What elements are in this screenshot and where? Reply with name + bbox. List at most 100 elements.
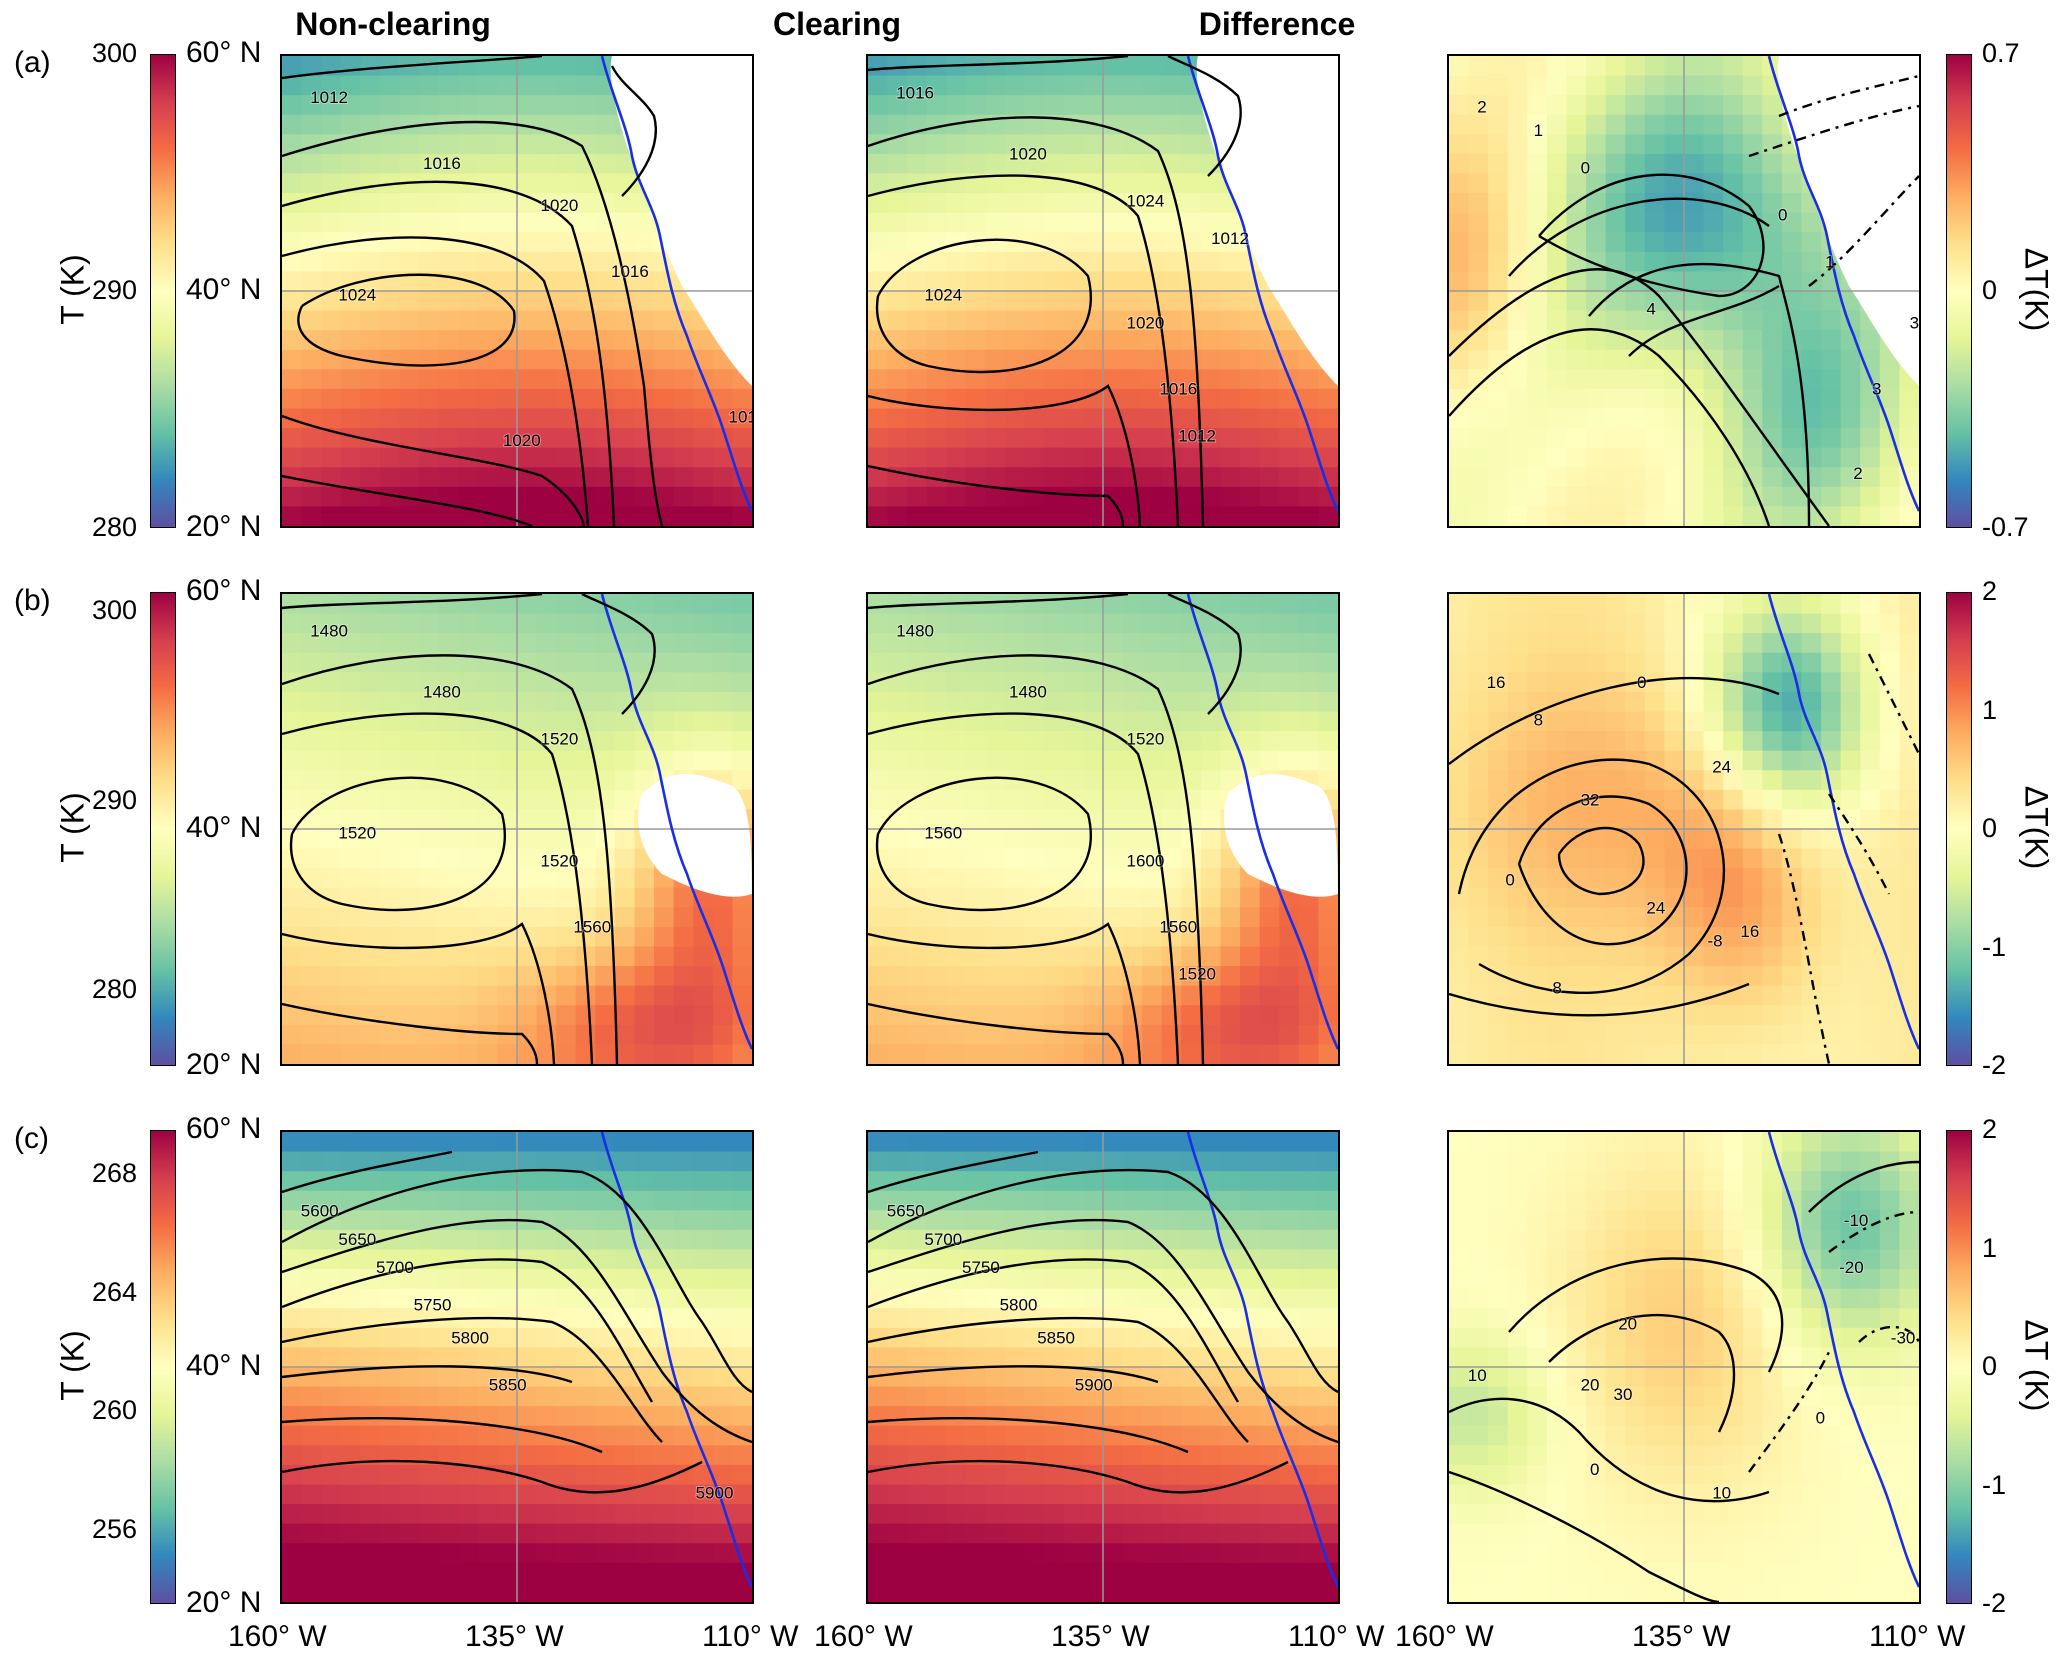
contour-label: 5750: [414, 1296, 452, 1315]
field-cell: [477, 1132, 499, 1153]
field-cell: [1318, 1044, 1338, 1064]
field-cell: [1664, 447, 1685, 469]
field-cell: [1200, 251, 1222, 273]
field-cell: [1860, 770, 1881, 791]
field-cell: [360, 291, 381, 312]
field-cell: [965, 926, 987, 948]
field-cell: [868, 1308, 889, 1329]
field-cell: [1566, 271, 1587, 292]
field-cell: [419, 926, 440, 948]
field-cell: [1122, 613, 1143, 634]
field-cell: [477, 613, 499, 634]
field-cell: [1644, 75, 1666, 96]
contour-label: 1480: [896, 621, 934, 640]
field-cell: [693, 1543, 714, 1564]
field-cell: [1161, 1347, 1183, 1368]
field-cell: [1527, 56, 1548, 77]
field-cell: [1200, 1327, 1222, 1349]
field-cell: [321, 153, 342, 175]
field-background: [868, 594, 1338, 1064]
field-cell: [1259, 1464, 1281, 1486]
field-cell: [1840, 652, 1862, 674]
field-cell: [1220, 310, 1241, 331]
field-cell: [340, 212, 362, 234]
field-cell: [907, 613, 928, 634]
field-cell: [575, 1406, 597, 1427]
field-cell: [868, 349, 889, 371]
field-cell: [1063, 966, 1085, 987]
field-cell: [614, 506, 636, 526]
field-cell: [1801, 388, 1822, 410]
field-cell: [595, 1229, 616, 1251]
field-cell: [1083, 1504, 1104, 1525]
field-cell: [1546, 349, 1568, 371]
field-cell: [477, 428, 499, 449]
field-cell: [282, 1210, 303, 1231]
field-cell: [1142, 369, 1163, 390]
field-cell: [1879, 652, 1901, 674]
field-cell: [379, 926, 401, 948]
field-cell: [1024, 946, 1046, 967]
field-cell: [673, 467, 695, 488]
field-cell: [321, 369, 342, 390]
field-cell: [379, 1249, 401, 1270]
field-cell: [926, 1171, 948, 1192]
field-cell: [1742, 1132, 1764, 1153]
contour-label: 1012: [310, 88, 348, 107]
field-cell: [321, 1484, 342, 1505]
field-cell: [732, 388, 752, 410]
field-cell: [1879, 1171, 1901, 1192]
field-cell: [1488, 1151, 1509, 1172]
field-cell: [1122, 486, 1143, 508]
field-cell: [1024, 1005, 1046, 1026]
field-cell: [301, 114, 322, 136]
field-cell: [634, 428, 655, 449]
field-cell: [1103, 134, 1124, 155]
field-cell: [1781, 711, 1803, 732]
field-cell: [1684, 887, 1705, 909]
field-cell: [1318, 1406, 1338, 1427]
field-cell: [1899, 1210, 1919, 1231]
field-cell: [1762, 966, 1783, 987]
field-cell: [1664, 212, 1685, 234]
field-cell: [1449, 1249, 1470, 1270]
field-cell: [399, 330, 420, 351]
field-cell: [595, 212, 616, 234]
field-cell: [517, 388, 538, 410]
field-cell: [1005, 731, 1026, 752]
field-cell: [868, 95, 889, 116]
field-cell: [1449, 251, 1470, 273]
field-cell: [1063, 212, 1085, 234]
field-cell: [946, 173, 967, 194]
field-cell: [379, 114, 401, 136]
field-cell: [517, 1523, 538, 1545]
field-cell: [926, 1005, 948, 1026]
field-cell: [399, 809, 420, 830]
field-cell: [1546, 652, 1568, 674]
field-cell: [575, 770, 597, 791]
field-cell: [1005, 1229, 1026, 1251]
field-cell: [965, 291, 987, 312]
field-cell: [497, 1005, 518, 1026]
field-cell: [887, 946, 908, 967]
field-cell: [575, 1269, 597, 1290]
field-cell: [712, 1190, 734, 1212]
field-cell: [556, 369, 577, 390]
field-cell: [965, 829, 987, 850]
field-cell: [360, 1308, 381, 1329]
field-cell: [1259, 1151, 1281, 1172]
field-cell: [1801, 506, 1822, 526]
field-cell: [946, 1269, 967, 1290]
field-cell: [673, 672, 695, 693]
field-cell: [1063, 1151, 1085, 1172]
field-cell: [946, 251, 967, 273]
field-cell: [1063, 946, 1085, 967]
field-cell: [926, 613, 948, 634]
field-cell: [965, 1024, 987, 1046]
field-cell: [1279, 691, 1300, 713]
field-cell: [985, 672, 1006, 693]
field-cell: [1644, 691, 1666, 713]
field-cell: [1220, 506, 1241, 526]
field-cell: [1220, 291, 1241, 312]
field-cell: [379, 1171, 401, 1192]
